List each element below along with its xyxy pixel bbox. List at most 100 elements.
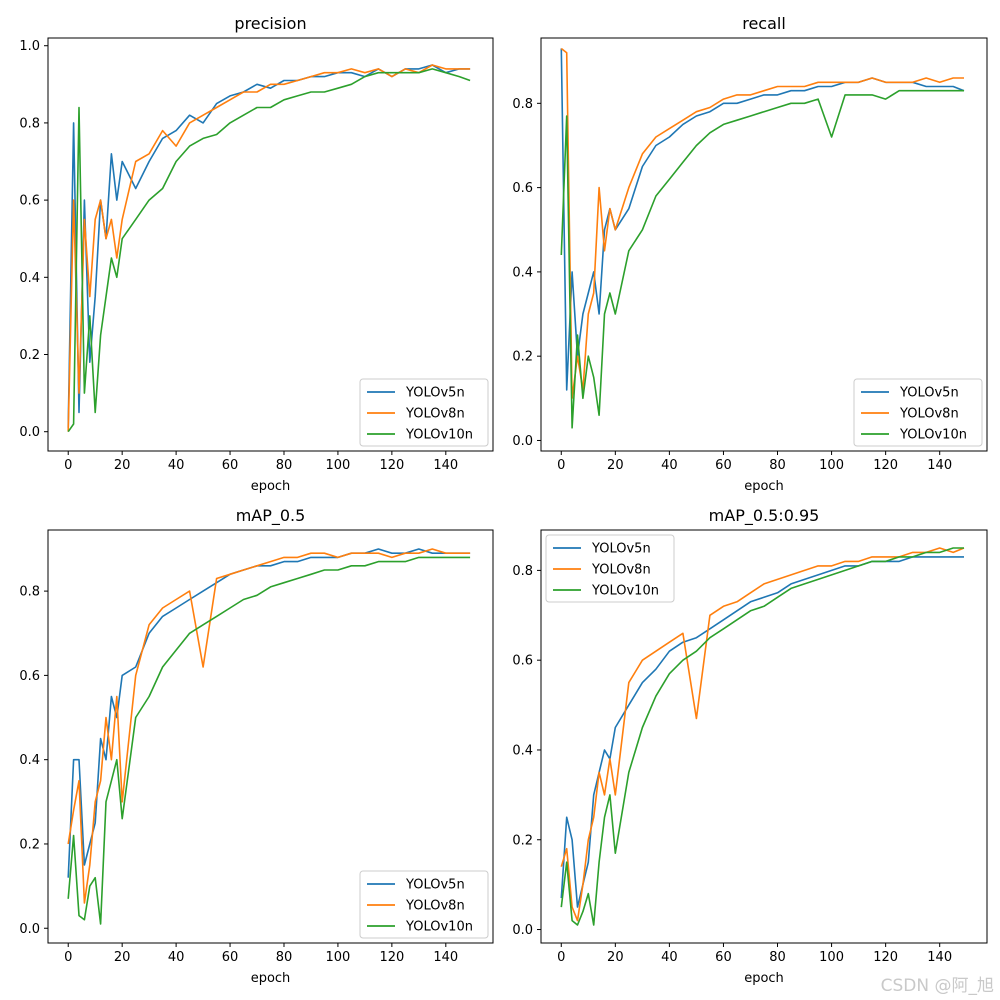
x-tick-label: 80: [769, 458, 786, 473]
x-tick-label: 120: [379, 950, 404, 965]
x-tick-label: 140: [433, 458, 458, 473]
x-axis-label: epoch: [744, 479, 784, 494]
x-tick-label: 80: [769, 950, 786, 965]
x-tick-label: 140: [927, 950, 952, 965]
axes-frame: [47, 529, 494, 944]
y-tick-label: 0.2: [512, 833, 533, 848]
y-tick-label: 0.4: [512, 743, 533, 758]
y-tick-label: 0.8: [512, 564, 533, 579]
y-tick-label: 0.2: [19, 348, 40, 363]
y-tick-label: 0.8: [19, 116, 40, 131]
x-tick-label: 120: [379, 458, 404, 473]
x-tick-label: 60: [715, 950, 732, 965]
y-tick-label: 0.8: [512, 97, 533, 112]
chart-panel-3: mAP_0.5 0 20 40 60 80 100 120 140 0.0 0.2 0.4 0.6 0.8…: [19, 506, 494, 986]
legend-box: [545, 534, 675, 603]
legend-label: YOLOv5n: [405, 386, 465, 401]
series-line-yolov10n: [560, 89, 964, 429]
x-tick-label: 100: [326, 950, 351, 965]
plot-area: [67, 548, 471, 925]
y-tick-label: 1.0: [19, 39, 40, 54]
series-line-yolov10n: [67, 68, 471, 433]
x-tick-label: 40: [168, 950, 185, 965]
x-tick-label: 60: [222, 458, 239, 473]
y-tick-label: 0.0: [19, 922, 40, 937]
y-tick-label: 0.6: [19, 669, 40, 684]
chart-panel-4: mAP_0.5:0.95 0 20 40 60 80 100 120 140 0.0 0.2 0.4 0…: [512, 506, 988, 986]
series-line-yolov8n: [560, 47, 964, 400]
y-tick-label: 0.6: [512, 654, 533, 669]
chart-title: mAP_0.5:0.95: [709, 506, 820, 526]
legend-label: YOLOv5n: [899, 386, 959, 401]
legend-label: YOLOv8n: [405, 899, 465, 914]
legend-label: YOLOv8n: [899, 407, 959, 422]
chart-title: recall: [742, 14, 786, 33]
series-line-yolov8n: [67, 64, 471, 432]
x-tick-label: 0: [557, 458, 565, 473]
x-tick-label: 40: [661, 458, 678, 473]
axes-frame: [540, 529, 988, 944]
x-tick-label: 100: [819, 950, 844, 965]
series-line-yolov10n: [560, 547, 964, 926]
x-tick-label: 20: [114, 950, 131, 965]
legend-label: YOLOv10n: [899, 428, 967, 443]
legend-box: [853, 378, 983, 447]
x-tick-label: 100: [819, 458, 844, 473]
legend-label: YOLOv5n: [405, 878, 465, 893]
y-tick-label: 0.0: [19, 425, 40, 440]
y-tick-label: 0.0: [512, 434, 533, 449]
legend-box: [359, 870, 489, 939]
x-axis-label: epoch: [744, 971, 784, 986]
x-tick-label: 80: [276, 950, 293, 965]
x-axis-label: epoch: [251, 479, 291, 494]
y-tick-label: 0.8: [19, 585, 40, 600]
x-tick-label: 0: [557, 950, 565, 965]
x-tick-label: 80: [276, 458, 293, 473]
legend-label: YOLOv10n: [591, 584, 659, 599]
x-tick-label: 140: [433, 950, 458, 965]
x-tick-label: 40: [168, 458, 185, 473]
x-tick-label: 40: [661, 950, 678, 965]
y-tick-label: 0.4: [19, 271, 40, 286]
y-tick-label: 0.6: [512, 181, 533, 196]
x-tick-label: 60: [715, 458, 732, 473]
chart-title: precision: [234, 14, 306, 33]
x-tick-label: 20: [607, 950, 624, 965]
legend: YOLOv5n YOLOv8n YOLOv10n: [853, 378, 983, 447]
legend-label: YOLOv10n: [405, 428, 473, 443]
legend-box: [359, 378, 489, 447]
legend-label: YOLOv10n: [405, 920, 473, 935]
series-line-yolov8n: [560, 547, 965, 922]
chart-panel-2: recall 0 20 40 60 80 100 120 140 0.0 0.2 0.4 0.6 0.8 e…: [512, 14, 988, 494]
legend: YOLOv5n YOLOv8n YOLOv10n: [359, 870, 489, 939]
legend: YOLOv5n YOLOv8n YOLOv10n: [545, 534, 675, 603]
legend: YOLOv5n YOLOv8n YOLOv10n: [359, 378, 489, 447]
axes-frame: [47, 37, 494, 452]
y-tick-label: 0.2: [512, 350, 533, 365]
x-tick-label: 60: [222, 950, 239, 965]
chart-title: mAP_0.5: [236, 506, 306, 526]
watermark: CSDN @阿_旭: [880, 976, 994, 996]
x-tick-label: 0: [64, 458, 72, 473]
chart-panel-1: precision 0 20 40 60 80 100 120 140 0.0 0.2 0.4 0.6 0…: [19, 14, 494, 494]
y-tick-label: 0.2: [19, 837, 40, 852]
plot-area: [560, 547, 965, 926]
x-tick-label: 20: [607, 458, 624, 473]
legend-label: YOLOv8n: [405, 407, 465, 422]
y-tick-label: 0.0: [512, 923, 533, 938]
x-tick-label: 140: [927, 458, 952, 473]
series-line-yolov10n: [67, 556, 471, 925]
y-tick-label: 0.4: [19, 753, 40, 768]
x-tick-label: 100: [326, 458, 351, 473]
legend-label: YOLOv5n: [591, 542, 651, 557]
x-tick-label: 120: [873, 950, 898, 965]
x-tick-label: 0: [64, 950, 72, 965]
y-tick-label: 0.6: [19, 194, 40, 209]
series-line-yolov8n: [67, 548, 471, 904]
plot-area: [67, 64, 471, 433]
plot-area: [560, 47, 965, 429]
legend-label: YOLOv8n: [591, 563, 651, 578]
axes-frame: [540, 37, 988, 452]
x-tick-label: 20: [114, 458, 131, 473]
